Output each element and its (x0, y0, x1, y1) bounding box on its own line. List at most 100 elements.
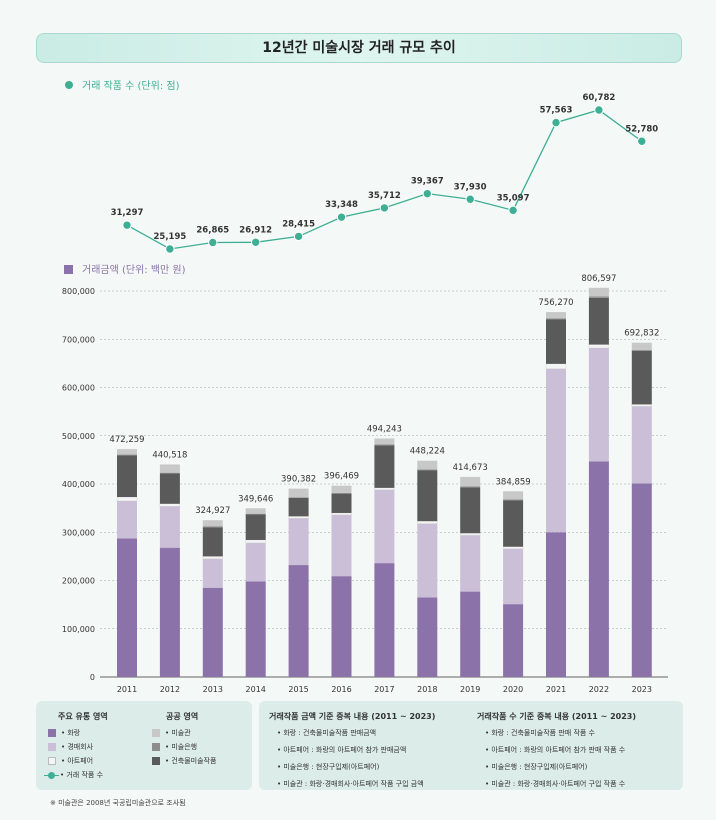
bar-segment-building (374, 445, 395, 488)
bar-segment-hwarang (374, 563, 395, 677)
legend-swatch-artfair (48, 757, 56, 765)
legend-label-auction: • 경매회사 (61, 743, 94, 751)
line-point (379, 203, 390, 213)
y-tick-label: 800,000 (62, 287, 95, 296)
notes-amount-item: • 미술관 : 화랑·경매회사·아트페어 작품 구입 금액 (277, 780, 424, 788)
line-data-label: 31,297 (111, 208, 144, 218)
bar-segment-artfair (245, 539, 266, 544)
chart-svg: 거래 작품 수 (단위: 점) 31,297 25,195 26,865 26,912 2… (62, 79, 668, 694)
bar-segment-artfair (545, 363, 567, 369)
legend-label-count: • 거래 작품 수 (60, 771, 104, 779)
bar-segment-hwarang (588, 461, 609, 677)
legend-label-hwarang: • 화랑 (61, 729, 81, 737)
x-tick-label: 2022 (589, 685, 609, 694)
line-legend-label: 거래 작품 수 (단위: 점) (82, 79, 180, 92)
line-data-label: 37,930 (454, 182, 487, 192)
bar-segment-artfair (502, 546, 524, 549)
x-tick-label: 2011 (117, 685, 137, 694)
bar-segment-hwarang (417, 597, 438, 677)
bar-segment-artbank (588, 296, 609, 298)
bar-segment-artbank (417, 469, 438, 471)
bar-segment-auction (631, 406, 652, 484)
line-point (551, 117, 561, 128)
legend-panel: 주요 유통 영역 공공 영역 • 화랑 • 경매회사 • 아트페어 • 거래 작… (36, 701, 252, 790)
notes-amount: 거래작품 금액 기준 중복 내용 (2011 ~ 2023) • 화랑 : 건축… (269, 711, 435, 796)
notes-amount-item: • 아트페어 : 화랑의 아트페어 참가 판매금액 (277, 746, 407, 754)
line-point (336, 212, 347, 222)
x-tick-label: 2012 (160, 685, 180, 694)
bar-segment-museum (546, 312, 566, 319)
bar-total-label: 472,259 (109, 435, 144, 445)
line-point (122, 220, 132, 230)
bar-segment-museum (331, 485, 352, 493)
y-tick-label: 300,000 (62, 528, 95, 537)
bar-segment-auction (460, 535, 481, 592)
notes-count-title: 거래작품 수 기준 중복 내용 (2011 ~ 2023) (477, 712, 637, 721)
bar-segment-museum (159, 464, 180, 473)
notes-count: 거래작품 수 기준 중복 내용 (2011 ~ 2023) • 화랑 : 건축물… (477, 711, 636, 796)
bar-segment-hwarang (245, 581, 266, 677)
bar-segment-hwarang (503, 604, 524, 677)
bar-total-label: 390,382 (281, 475, 316, 485)
bar-legend-marker (64, 265, 73, 274)
bar-segment-artbank (331, 492, 352, 494)
bar-segment-artfair (631, 404, 652, 407)
legend-group2-title: 공공 영역 (166, 712, 199, 721)
x-tick-label: 2014 (246, 685, 266, 694)
chart-title: 12년간 미술시장 거래 규모 추이 (262, 40, 456, 56)
bar-segment-auction (288, 518, 309, 566)
line-data-label: 57,563 (540, 106, 573, 116)
line-point (508, 205, 518, 216)
bar-segment-museum (374, 438, 395, 445)
bar-segment-artfair (288, 516, 309, 519)
line-data-label: 52,780 (625, 124, 658, 134)
notes-panel: 거래작품 금액 기준 중복 내용 (2011 ~ 2023) • 화랑 : 건축… (259, 701, 683, 790)
notes-count-item: • 아트페어 : 화랑의 아트페어 참가 판매 작품 수 (485, 746, 626, 754)
bar-segment-artfair (374, 487, 395, 490)
legend-hwarang: • 화랑 (48, 728, 80, 738)
x-tick-label: 2023 (632, 685, 652, 694)
bar-segment-museum (288, 488, 309, 498)
bar-segment-building (417, 470, 438, 522)
bar-segment-museum (588, 287, 609, 297)
legend-building: • 건축물미술작품 (152, 756, 216, 766)
bar-segment-auction (546, 368, 566, 533)
bar-segment-hwarang (460, 591, 481, 677)
bar-segment-auction (117, 500, 137, 539)
line-data-label: 25,195 (153, 232, 186, 242)
bar-total-label: 384,859 (496, 477, 531, 487)
bar-segment-auction (159, 506, 180, 548)
bar-segment-artbank (546, 318, 566, 320)
bar-segment-hwarang (331, 576, 352, 677)
x-tick-label: 2018 (417, 685, 437, 694)
bar-total-label: 692,832 (624, 329, 659, 339)
footnote: ※ 미술관은 2008년 국공립미술관으로 조사됨 (50, 799, 186, 807)
bar-total-label: 324,927 (195, 506, 230, 516)
line-data-label: 26,912 (239, 225, 272, 235)
bar-segment-building (202, 527, 223, 557)
legend-label-artbank: • 미술은행 (165, 743, 198, 751)
y-tick-label: 700,000 (62, 335, 95, 344)
bar-segment-building (245, 514, 266, 540)
legend-count: • 거래 작품 수 (44, 770, 104, 780)
bar-segment-auction (588, 347, 609, 462)
bar-segment-museum (460, 476, 481, 487)
line-data-label: 26,865 (196, 225, 229, 235)
line-data-label: 33,348 (325, 200, 358, 210)
legend-swatch-auction (48, 743, 56, 751)
x-tick-label: 2020 (503, 685, 523, 694)
bar-segment-hwarang (631, 483, 652, 677)
legend-swatch-museum (152, 729, 160, 737)
line-point (251, 237, 261, 247)
legend-label-building: • 건축물미술작품 (165, 757, 217, 765)
notes-count-item: • 미술관 : 화랑·경매회사·아트페어 구입 작품 수 (485, 780, 626, 788)
line-point (637, 136, 647, 146)
line-legend-marker (65, 81, 73, 89)
bar-segment-museum (503, 491, 524, 500)
line-data-label: 39,367 (411, 177, 444, 187)
bar-segment-artbank (374, 444, 395, 446)
bar-segment-museum (631, 342, 652, 350)
legend-swatch-artbank (152, 743, 160, 751)
bar-segment-artbank (159, 472, 180, 474)
bar-segment-auction (503, 548, 524, 605)
